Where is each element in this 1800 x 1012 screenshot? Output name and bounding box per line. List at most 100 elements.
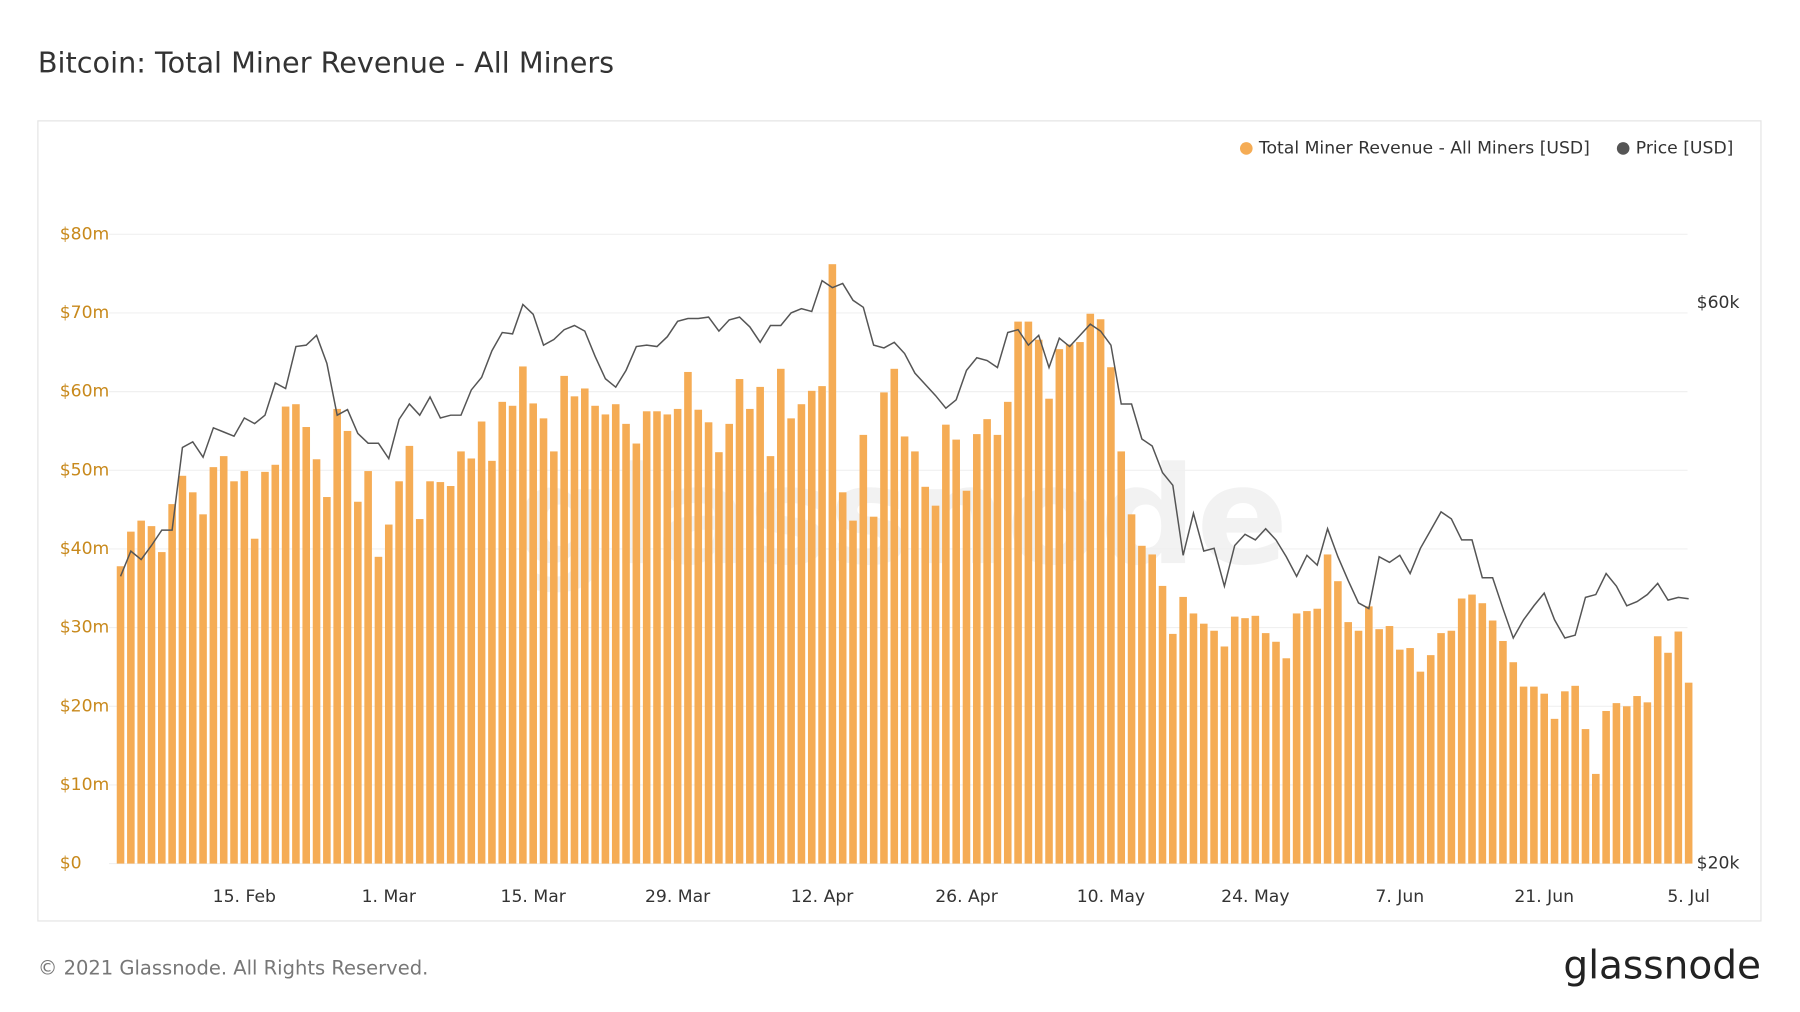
logo: glassnode [1563,944,1761,989]
bar [498,401,507,864]
bar [931,505,940,864]
bar [261,471,269,864]
bar [1241,618,1249,864]
bar [828,264,837,864]
bar [1622,706,1631,864]
bar [137,520,145,864]
x-tick-label: 7. Jun [1375,887,1424,907]
bar [1561,691,1569,864]
bar [1426,655,1435,864]
bar [1199,623,1208,864]
bar [849,520,857,864]
legend-swatch [1616,142,1630,155]
y-tick-label: $70m [60,303,110,323]
bar [488,460,496,864]
bar [188,492,197,864]
legend: Price [USD] Total Miner Revenue - All Min… [1239,138,1734,158]
bar [1581,729,1590,864]
bar [477,421,486,864]
bar [632,443,641,864]
bar [1034,339,1043,864]
bar [1602,710,1610,864]
bar [1055,349,1064,864]
bar [1457,598,1466,864]
bar [1251,615,1260,864]
bar [1509,662,1518,864]
bar [1303,611,1311,864]
bar [364,471,372,864]
bar [1096,319,1105,864]
bar [591,405,599,864]
bar [1354,630,1363,864]
bar [1447,630,1456,864]
bar [694,409,703,864]
bar [1664,652,1672,864]
bar [354,501,362,864]
bar [911,451,919,864]
bar [1065,344,1074,864]
y-tick-label: $60m [60,382,110,402]
bar [642,411,651,864]
bar [962,490,971,864]
x-tick-label: 10. May [1077,887,1145,907]
bar [890,368,899,864]
bar [1138,545,1146,864]
bar [1478,603,1487,864]
y2-tick-label: $60k [1697,293,1740,313]
bar [384,524,393,864]
bar [1107,367,1115,864]
bar [611,404,620,864]
bar [622,423,630,864]
bar [1334,581,1342,864]
x-tick-label: 26. Apr [935,887,999,907]
bar [900,436,909,864]
bar [446,486,455,864]
bar [1148,554,1156,864]
price-line [119,279,1689,640]
bar [127,531,135,864]
bar [725,423,733,864]
bar [1323,554,1332,864]
bar [529,403,537,864]
chart-title: Bitcoin: Total Miner Revenue - All Miner… [38,46,614,80]
bar [983,419,991,864]
bar [1272,641,1280,864]
bar [777,368,785,864]
bar [838,492,847,864]
bar [993,434,1002,864]
bar [1086,313,1095,864]
y2-tick-label: $20k [1697,854,1740,874]
y-tick-label: $0 [60,854,82,874]
x-tick-label: 21. Jun [1514,887,1574,907]
bar [1592,773,1600,864]
bar [1684,682,1693,864]
bar [240,471,249,864]
legend-label: Price [USD] [1636,138,1734,158]
bar [1076,342,1084,864]
y-tick-label: $50m [60,460,110,480]
bar [1220,646,1229,864]
bar [1416,671,1425,864]
bar [1633,696,1641,864]
bar [333,408,341,864]
bar [1344,622,1352,864]
bar [1313,608,1322,864]
bar [1653,636,1662,864]
bar [1674,631,1683,864]
bar [704,422,713,864]
legend-swatch [1239,142,1253,155]
x-tick-label: 15. Mar [501,887,567,907]
bar [869,516,878,864]
x-tick-label: 29. Mar [645,887,711,907]
bar [735,379,744,864]
bar [415,519,424,864]
bar [1643,702,1652,864]
legend-label: Total Miner Revenue - All Miners [USD] [1258,138,1590,158]
bar [395,481,403,864]
bar [921,486,930,864]
bar [230,481,238,864]
bar [1550,718,1559,864]
bar [560,375,568,864]
